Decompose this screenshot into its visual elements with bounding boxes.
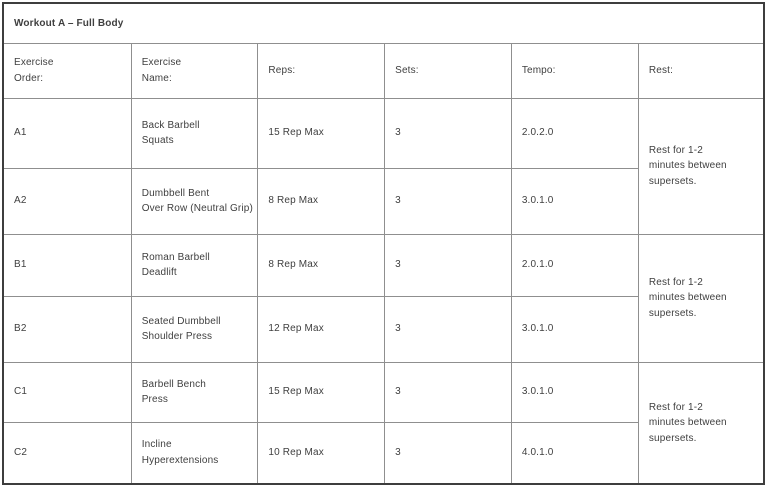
cell-reps: 8 Rep Max <box>257 167 386 235</box>
header-rest: Rest: <box>637 42 765 99</box>
cell-order: A2 <box>2 167 132 235</box>
cell-reps: 12 Rep Max <box>257 295 386 363</box>
cell-tempo: 4.0.1.0 <box>510 421 639 485</box>
header-row: Exercise Order: Exercise Name: Reps: Set… <box>2 42 765 99</box>
cell-order: C1 <box>2 361 132 423</box>
table-row-b1: B1 Roman Barbell Deadlift 8 Rep Max 3 2.… <box>2 233 765 363</box>
cell-order: B1 <box>2 233 132 297</box>
table-row-c2: C2 Incline Hyperextensions 10 Rep Max 3 … <box>2 421 764 485</box>
cell-reps: 8 Rep Max <box>257 233 386 297</box>
header-exercise-order: Exercise Order: <box>2 42 132 99</box>
cell-tempo: 2.0.2.0 <box>510 97 639 169</box>
header-tempo: Tempo: <box>510 42 639 99</box>
page-title: Workout A – Full Body <box>2 2 765 44</box>
cell-sets: 3 <box>384 233 512 297</box>
table-row-c1: C1 Barbell Bench Press 15 Rep Max 3 3.0.… <box>2 361 765 485</box>
cell-tempo: 2.0.1.0 <box>510 233 639 297</box>
cell-name: Seated Dumbbell Shoulder Press <box>130 295 259 363</box>
rest-note-cell: Rest for 1-2 minutes between supersets. <box>637 361 765 485</box>
cell-reps: 10 Rep Max <box>257 421 386 485</box>
cell-name: Incline Hyperextensions <box>130 421 259 485</box>
table-row-b2: B2 Seated Dumbbell Shoulder Press 12 Rep… <box>2 295 764 363</box>
header-sets: Sets: <box>384 42 512 99</box>
cell-name: Roman Barbell Deadlift <box>130 233 259 297</box>
cell-sets: 3 <box>384 295 512 363</box>
cell-order: B2 <box>2 295 132 363</box>
rest-note-cell: Rest for 1-2 minutes between supersets. <box>637 233 765 363</box>
cell-sets: 3 <box>384 97 512 169</box>
cell-sets: 3 <box>384 421 512 485</box>
title-row: Workout A – Full Body <box>2 2 765 44</box>
cell-sets: 3 <box>384 167 512 235</box>
cell-tempo: 3.0.1.0 <box>510 361 639 423</box>
cell-name: Dumbbell Bent Over Row (Neutral Grip) <box>130 167 259 235</box>
cell-tempo: 3.0.1.0 <box>510 295 639 363</box>
header-reps: Reps: <box>257 42 386 99</box>
cell-order: A1 <box>2 97 132 169</box>
cell-reps: 15 Rep Max <box>257 361 386 423</box>
table-row-a1: A1 Back Barbell Squats 15 Rep Max 3 2.0.… <box>2 97 765 235</box>
cell-name: Back Barbell Squats <box>130 97 259 169</box>
cell-name: Barbell Bench Press <box>130 361 259 423</box>
cell-reps: 15 Rep Max <box>257 97 386 169</box>
cell-order: C2 <box>2 421 132 485</box>
header-exercise-name: Exercise Name: <box>130 42 259 99</box>
cell-sets: 3 <box>384 361 512 423</box>
table-row-a2: A2 Dumbbell Bent Over Row (Neutral Grip)… <box>2 167 764 235</box>
rest-note-cell: Rest for 1-2 minutes between supersets. <box>637 97 765 235</box>
cell-tempo: 3.0.1.0 <box>510 167 639 235</box>
